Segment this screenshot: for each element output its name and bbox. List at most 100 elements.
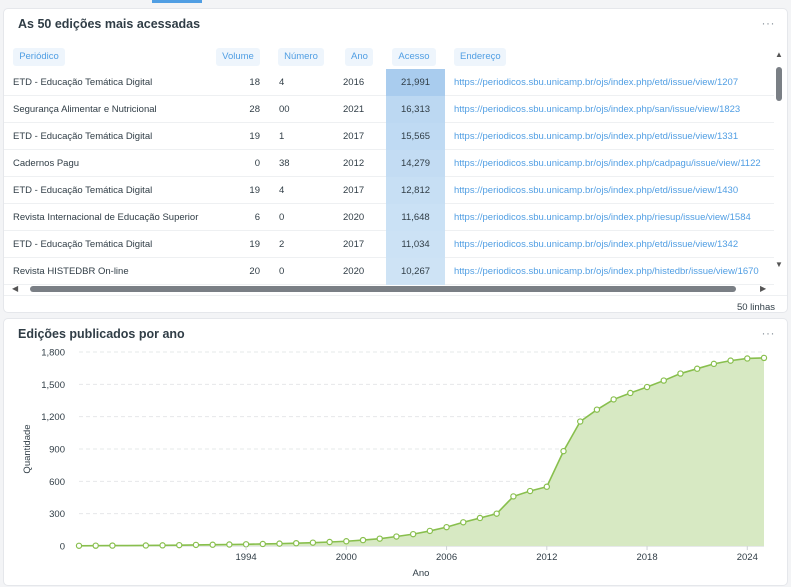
cell-volume: 18: [249, 77, 260, 88]
scroll-left-arrow-icon[interactable]: ◀: [12, 284, 19, 293]
cell-periodico: Revista Internacional de Educação Superi…: [13, 212, 199, 223]
cell-endereco-link[interactable]: https://periodicos.sbu.unicamp.br/ojs/in…: [454, 158, 761, 169]
data-point: [176, 541, 183, 549]
chart-card-title: Edições publicados por ano: [18, 327, 185, 341]
column-header-ano[interactable]: Ano: [345, 48, 373, 66]
table-row[interactable]: Cadernos Pagu 0 38 2012 14,279 https://period…: [4, 150, 774, 177]
access-highlight: [386, 258, 445, 285]
access-highlight: [386, 123, 445, 150]
column-header-endereco[interactable]: Endereço: [454, 48, 506, 66]
access-highlight: [386, 231, 445, 258]
data-point: [359, 536, 367, 544]
active-tab-indicator: [152, 0, 202, 3]
table-card: As 50 edições mais acessadas ··· Periódi…: [3, 8, 788, 313]
column-header-numero[interactable]: Número: [278, 48, 324, 66]
table-footer-divider: [4, 295, 787, 296]
access-highlight: [386, 96, 445, 123]
x-tick-label: 2018: [636, 552, 657, 563]
cell-acesso: 11,034: [401, 239, 430, 250]
table-row[interactable]: Segurança Alimentar e Nutricional 28 00 202…: [4, 96, 774, 123]
data-point: [409, 530, 417, 538]
data-point: [526, 487, 534, 495]
data-point: [727, 357, 734, 364]
data-point: [443, 523, 450, 531]
column-header-periodico[interactable]: Periódico: [13, 48, 65, 66]
cell-endereco-link[interactable]: https://periodicos.sbu.unicamp.br/ojs/in…: [454, 104, 741, 115]
cell-ano: 2017: [343, 239, 365, 250]
row-count: 50 linhas: [736, 302, 775, 313]
cell-endereco-link[interactable]: https://periodicos.sbu.unicamp.br/ojs/in…: [454, 77, 739, 88]
scroll-up-arrow-icon[interactable]: ▲: [775, 50, 783, 59]
cell-periodico: Cadernos Pagu: [13, 158, 80, 169]
data-point: [510, 493, 517, 500]
column-header-volume[interactable]: Volume: [216, 48, 260, 66]
table-row[interactable]: ETD - Educação Temática Digital 19 4 2017 12…: [4, 177, 774, 204]
table-row[interactable]: Revista HISTEDBR On-line 20 0 2020 10,267 htt…: [4, 258, 774, 285]
cell-numero: 4: [279, 185, 285, 196]
cell-endereco-link[interactable]: https://periodicos.sbu.unicamp.br/ojs/in…: [454, 212, 751, 223]
table-row[interactable]: Revista Internacional de Educação Superi…: [4, 204, 774, 231]
cell-numero: 00: [279, 104, 290, 115]
cell-volume: 19: [249, 239, 260, 250]
x-tick-label: 2024: [737, 552, 758, 563]
cell-acesso: 11,648: [401, 212, 430, 223]
cell-periodico: ETD - Educação Temática Digital: [13, 77, 153, 88]
horizontal-scroll-thumb[interactable]: [30, 286, 736, 292]
access-highlight: [386, 150, 445, 177]
data-point: [577, 418, 584, 425]
chart-svg: 0 300 600 900 1,200 1,500 1,800 1994 2000 2006 201…: [22, 348, 768, 579]
data-point: [493, 510, 500, 517]
x-tick-label: 2000: [336, 552, 357, 563]
data-point: [326, 538, 333, 546]
cell-numero: 1: [279, 131, 285, 142]
cell-volume: 19: [249, 131, 260, 142]
data-point: [292, 539, 300, 547]
cell-numero: 38: [279, 158, 290, 169]
x-axis-title: Ano: [413, 568, 430, 579]
cell-numero: 0: [279, 212, 285, 223]
cell-endereco-link[interactable]: https://periodicos.sbu.unicamp.br/ojs/in…: [454, 266, 759, 277]
data-point: [627, 389, 634, 397]
data-point: [677, 370, 684, 377]
data-point: [192, 541, 200, 549]
cell-numero: 2: [279, 239, 285, 250]
chart-card: Edições publicados por ano ··· 0 300 600 90…: [3, 318, 788, 586]
chart-card-menu-button[interactable]: ···: [761, 326, 775, 340]
cell-endereco-link[interactable]: https://periodicos.sbu.unicamp.br/ojs/in…: [454, 239, 739, 250]
cell-endereco-link[interactable]: https://periodicos.sbu.unicamp.br/ojs/in…: [454, 131, 739, 142]
data-point: [710, 360, 718, 368]
cell-ano: 2016: [343, 77, 365, 88]
column-header-acesso[interactable]: Acesso: [392, 48, 436, 66]
table-row[interactable]: ETD - Educação Temática Digital 19 1 2017 15…: [4, 123, 774, 150]
table-card-menu-button[interactable]: ···: [761, 16, 775, 30]
data-point: [643, 383, 651, 391]
data-point: [393, 533, 400, 540]
data-point: [259, 540, 266, 548]
data-point: [343, 538, 350, 545]
horizontal-scrollbar[interactable]: ◀ ▶: [12, 284, 772, 294]
cell-acesso: 12,812: [400, 185, 431, 196]
data-point: [610, 396, 617, 403]
cell-periodico: Revista HISTEDBR On-line: [13, 266, 129, 277]
cell-acesso: 10,267: [400, 266, 431, 277]
vertical-scroll-thumb[interactable]: [776, 67, 782, 101]
scroll-down-arrow-icon[interactable]: ▼: [775, 260, 783, 269]
data-point: [209, 541, 216, 548]
scroll-right-arrow-icon[interactable]: ▶: [760, 284, 767, 293]
data-point: [760, 354, 768, 362]
vertical-scrollbar[interactable]: ▲ ▼: [775, 51, 783, 271]
access-highlight: [386, 69, 445, 96]
cell-ano: 2017: [343, 185, 365, 196]
table-row[interactable]: ETD - Educação Temática Digital 18 4 2016 21…: [4, 69, 774, 96]
table-row[interactable]: ETD - Educação Temática Digital 19 2 2017 11…: [4, 231, 774, 258]
cell-periodico: ETD - Educação Temática Digital: [13, 185, 153, 196]
cell-acesso: 16,313: [400, 104, 431, 115]
cell-endereco-link[interactable]: https://periodicos.sbu.unicamp.br/ojs/in…: [454, 185, 739, 196]
y-tick-label: 300: [49, 509, 65, 520]
y-axis-title: Quantidade: [22, 424, 33, 473]
x-tick-label: 2006: [436, 552, 457, 563]
data-point: [309, 539, 317, 546]
data-point: [426, 527, 434, 535]
data-point: [693, 365, 701, 372]
cell-ano: 2012: [343, 158, 365, 169]
